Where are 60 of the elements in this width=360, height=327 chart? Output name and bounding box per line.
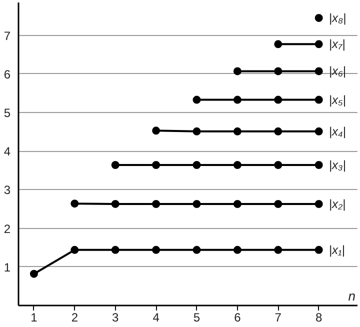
point xyxy=(314,40,323,48)
point xyxy=(70,200,79,208)
point xyxy=(152,200,160,208)
x-tick-label: 4 xyxy=(152,310,160,324)
x-tick-label: 6 xyxy=(234,310,242,324)
x-tick-label: 5 xyxy=(193,310,200,324)
point xyxy=(233,67,242,76)
point xyxy=(192,127,201,136)
x-tick-label: 3 xyxy=(112,310,120,324)
point xyxy=(274,67,282,76)
y-tick-label: 7 xyxy=(4,28,11,43)
point xyxy=(274,200,282,208)
series-label: |x₃| xyxy=(328,158,346,172)
y-tick-label: 2 xyxy=(4,222,11,236)
x-tick-label: 2 xyxy=(71,310,78,324)
y-tick-label: 4 xyxy=(4,144,11,159)
point xyxy=(233,161,242,169)
point xyxy=(233,246,242,254)
series-label: |x₄| xyxy=(328,124,346,138)
point xyxy=(111,200,120,208)
x-tick-label: 7 xyxy=(274,310,282,324)
point xyxy=(152,126,160,135)
point xyxy=(274,96,282,104)
point xyxy=(111,161,120,169)
point xyxy=(274,246,282,254)
point xyxy=(30,270,38,278)
point xyxy=(274,161,282,169)
y-tick-label: 3 xyxy=(4,183,11,198)
series-label: |x₇| xyxy=(328,37,346,52)
point xyxy=(192,96,201,104)
point xyxy=(233,200,242,208)
point xyxy=(314,96,323,104)
series-label: |x₂| xyxy=(328,196,346,211)
series-label: |x₁| xyxy=(328,242,345,257)
point xyxy=(192,200,201,208)
point xyxy=(314,246,323,254)
y-tick-label: 1 xyxy=(4,260,11,274)
point xyxy=(233,127,242,136)
point xyxy=(274,127,282,136)
point xyxy=(192,246,201,254)
x-tick-label: 1 xyxy=(30,310,38,324)
point xyxy=(314,200,323,208)
series-label: |x₈| xyxy=(328,10,346,25)
series-label: |x₅| xyxy=(328,92,346,107)
point xyxy=(233,96,242,104)
x-axis-title: n xyxy=(348,288,356,304)
point xyxy=(314,127,323,136)
point xyxy=(111,246,120,254)
point xyxy=(274,40,282,48)
point xyxy=(314,14,323,22)
point xyxy=(192,161,201,169)
point xyxy=(152,161,160,169)
series-label: |x₆| xyxy=(328,64,346,78)
x-tick-label: 8 xyxy=(316,310,322,324)
point xyxy=(70,246,79,254)
point xyxy=(314,67,323,76)
y-tick-label: 5 xyxy=(4,106,11,120)
y-tick-label: 6 xyxy=(4,67,11,82)
point xyxy=(314,161,323,169)
point xyxy=(152,246,160,254)
